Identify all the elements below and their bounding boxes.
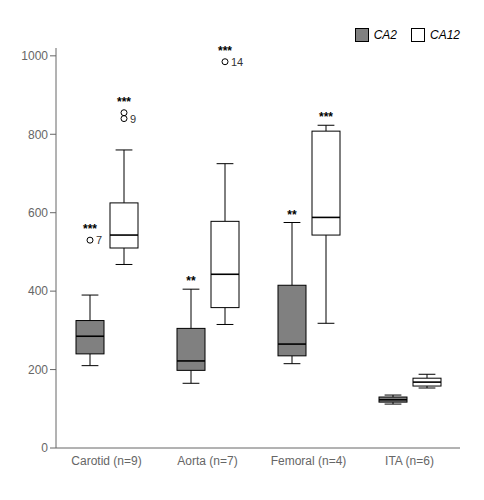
svg-text:***: *** bbox=[117, 95, 131, 109]
svg-text:ITA (n=6): ITA (n=6) bbox=[385, 454, 434, 468]
svg-text:***: *** bbox=[218, 44, 232, 58]
svg-text:**: ** bbox=[287, 208, 297, 222]
svg-text:Aorta (n=7): Aorta (n=7) bbox=[177, 454, 237, 468]
svg-text:1000: 1000 bbox=[21, 49, 48, 63]
svg-text:***: *** bbox=[83, 222, 97, 236]
svg-text:0: 0 bbox=[41, 441, 48, 455]
svg-text:600: 600 bbox=[28, 206, 48, 220]
svg-text:**: ** bbox=[186, 274, 196, 288]
svg-text:***: *** bbox=[319, 110, 333, 124]
html-text:CA2: CA2 bbox=[373, 28, 397, 42]
svg-text:7: 7 bbox=[96, 234, 103, 247]
svg-text:200: 200 bbox=[28, 363, 48, 377]
svg-text:14: 14 bbox=[231, 56, 243, 68]
svg-text:800: 800 bbox=[28, 128, 48, 142]
svg-text:Carotid (n=9): Carotid (n=9) bbox=[71, 454, 141, 468]
svg-text:400: 400 bbox=[28, 284, 48, 298]
svg-text:9: 9 bbox=[130, 113, 136, 125]
html-text:CA12: CA12 bbox=[430, 28, 460, 42]
svg-text:Femoral (n=4): Femoral (n=4) bbox=[271, 454, 347, 468]
